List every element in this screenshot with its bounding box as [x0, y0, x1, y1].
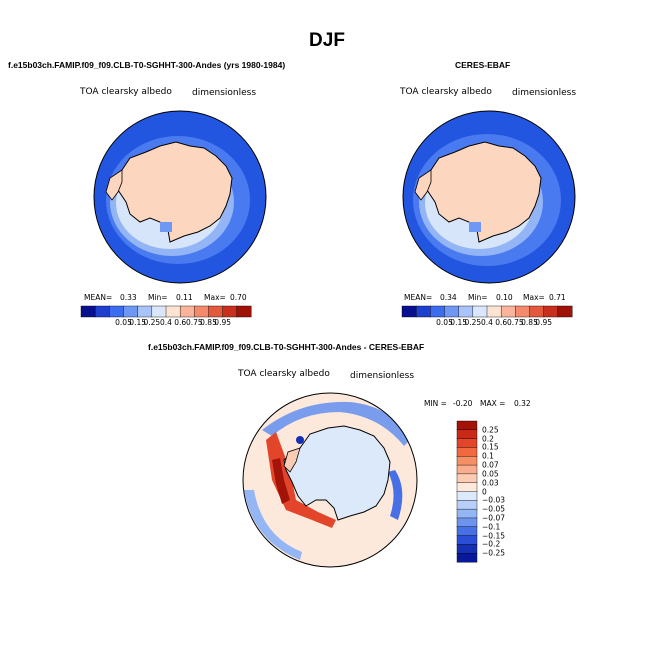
colorbar-tick-label: 0.05: [436, 318, 453, 327]
diff-variable-label: TOA clearsky albedo: [238, 369, 330, 379]
colorbar-tick-label: 0.6: [174, 318, 187, 327]
colorbar-tick-label: 0.15: [129, 318, 147, 327]
colorbar-swatch: [557, 305, 573, 318]
diff-colorbar-swatch: [456, 535, 478, 545]
diff-colorbar-tick-label: −0.07: [482, 513, 505, 523]
colorbar-tick-label: 0.4: [481, 318, 493, 327]
model-mean-value: 0.33: [120, 293, 137, 302]
diff-colorbar: [456, 420, 478, 563]
obs-max-label: Max=: [523, 293, 545, 302]
diff-colorbar-tick-label: −0.03: [482, 495, 505, 505]
diff-colorbar-swatch: [456, 482, 478, 493]
obs-variable-label: TOA clearsky albedo: [400, 87, 492, 97]
diff-colorbar-tick-label: 0.07: [482, 460, 499, 470]
diff-colorbar-tick-label: 0.2: [482, 434, 494, 444]
colorbar-tick-label: 0.6: [495, 318, 508, 327]
diff-colorbar-swatch: [456, 544, 478, 554]
obs-panel-title: CERES-EBAF: [455, 60, 511, 70]
diff-units-label: dimensionless: [350, 371, 415, 381]
colorbar-tick-label: 0.05: [115, 318, 132, 327]
colorbar-tick-label: 0.25: [143, 318, 161, 327]
diff-colorbar-swatch: [456, 552, 478, 563]
diff-colorbar-swatch: [456, 429, 478, 440]
diff-colorbar-ticks: 0.25 0.2 0.15 0.1 0.07 0.05 0.03 0 −0.03 −0.05 −0.…: [482, 421, 522, 562]
diff-panel-title: f.e15b03ch.FAMIP.f09_f09.CLB-T0-SGHHT-30…: [148, 342, 425, 352]
diff-colorbar-tick-label: −0.15: [482, 531, 505, 541]
diff-colorbar-swatch: [456, 438, 478, 448]
diff-colorbar-swatch: [456, 491, 478, 501]
diff-colorbar-swatch: [456, 447, 478, 457]
diff-colorbar-tick-label: 0.03: [482, 478, 499, 488]
colorbar-tick-label: 0.95: [214, 318, 232, 327]
colorbar-tick-label: 0.4: [160, 318, 172, 327]
model-units-label: dimensionless: [192, 88, 257, 98]
colorbar-tick-label: 0.95: [535, 318, 553, 327]
diff-colorbar-swatch: [456, 473, 478, 484]
model-panel-title: f.e15b03ch.FAMIP.f09_f09.CLB-T0-SGHHT-30…: [8, 60, 286, 70]
diff-colorbar-tick-label: −0.05: [482, 504, 505, 514]
diff-colorbar-tick-label: −0.1: [482, 522, 501, 532]
figure-title: DJF: [309, 30, 345, 51]
diff-colorbar-swatch: [456, 517, 478, 528]
colorbar-tick-label: 0.15: [450, 318, 468, 327]
obs-colorbar-ticks: 0.05 0.15 0.25 0.4 0.6 0.75 0.85 0.95: [402, 318, 572, 330]
obs-colorbar: [401, 305, 573, 318]
diff-colorbar-tick-label: 0.05: [482, 469, 499, 479]
diff-colorbar-swatch: [456, 420, 478, 431]
obs-mean-value: 0.34: [440, 293, 457, 302]
diff-colorbar-tick-label: −0.25: [482, 548, 505, 558]
colorbar-tick-label: 0.85: [200, 318, 217, 327]
colorbar-tick-label: 0.25: [464, 318, 482, 327]
model-max-value: 0.70: [230, 293, 247, 302]
diff-colorbar-tick-label: 0: [482, 487, 487, 496]
diff-colorbar-swatch: [456, 464, 478, 475]
diff-colorbar-swatch: [456, 500, 478, 510]
obs-min-label: Min=: [468, 293, 488, 302]
diff-max-value: 0.32: [514, 399, 531, 408]
diff-colorbar-swatch: [456, 508, 478, 519]
diff-colorbar-swatch: [456, 456, 478, 466]
colorbar-swatch: [236, 305, 252, 318]
model-colorbar: [80, 305, 252, 318]
diff-colorbar-tick-label: 0.1: [482, 451, 494, 461]
colorbar-tick-label: 0.75: [506, 318, 524, 327]
diff-max-label: MAX =: [480, 399, 506, 408]
diff-colorbar-tick-label: 0.25: [482, 425, 499, 435]
colorbar-tick-label: 0.75: [185, 318, 203, 327]
model-colorbar-ticks: 0.05 0.15 0.25 0.4 0.6 0.75 0.85 0.95: [81, 318, 251, 330]
diff-colorbar-tick-label: 0.15: [482, 442, 499, 452]
obs-min-value: 0.10: [496, 293, 513, 302]
model-mean-label: MEAN=: [84, 293, 113, 302]
obs-max-value: 0.71: [549, 293, 566, 302]
obs-mean-label: MEAN=: [404, 293, 433, 302]
obs-units-label: dimensionless: [512, 88, 577, 98]
model-min-label: Min=: [148, 293, 168, 302]
model-variable-label: TOA clearsky albedo: [80, 87, 172, 97]
diff-min-label: MIN =: [424, 399, 447, 408]
model-max-label: Max=: [204, 293, 226, 302]
diff-colorbar-swatch: [456, 526, 478, 537]
diff-min-value: -0.20: [453, 399, 473, 408]
colorbar-tick-label: 0.85: [521, 318, 538, 327]
model-min-value: 0.11: [176, 293, 193, 302]
diff-colorbar-tick-label: −0.2: [482, 539, 501, 549]
